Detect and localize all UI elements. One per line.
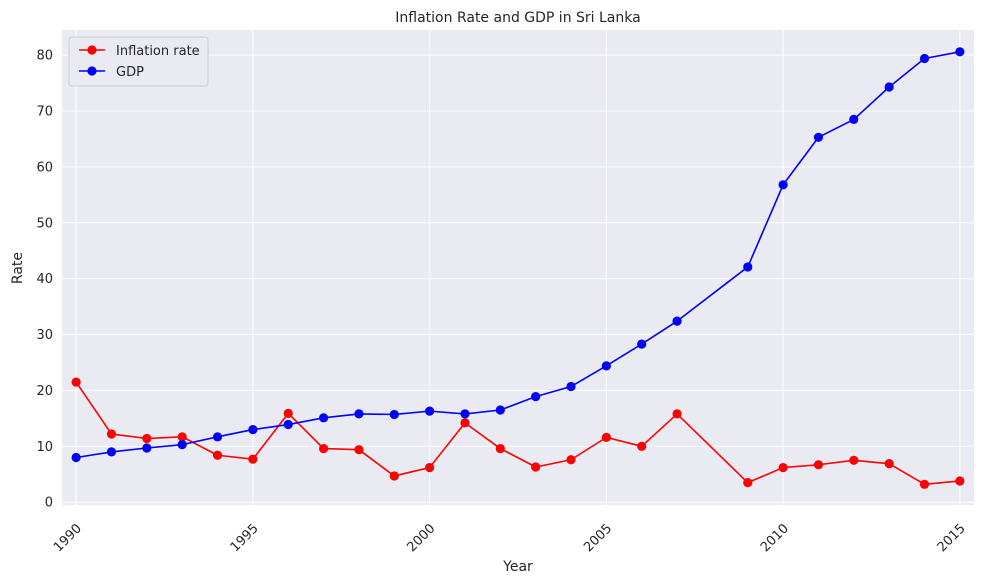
- data-point-gdp: [495, 405, 505, 415]
- x-tick-label: 2000: [404, 521, 438, 555]
- data-point-inflation-rate: [531, 462, 541, 472]
- data-point-gdp: [71, 452, 81, 463]
- data-point-inflation-rate: [354, 445, 364, 455]
- x-tick-label: 2015: [935, 521, 969, 555]
- data-point-inflation-rate: [248, 454, 258, 464]
- y-tick-label: 30: [36, 328, 53, 343]
- data-point-inflation-rate: [283, 408, 293, 418]
- data-point-inflation-rate: [743, 478, 753, 488]
- data-point-gdp: [142, 443, 152, 453]
- y-tick-label: 20: [36, 384, 53, 399]
- data-point-gdp: [425, 406, 435, 416]
- data-point-gdp: [672, 316, 682, 326]
- data-point-inflation-rate: [884, 459, 894, 469]
- data-point-inflation-rate: [601, 432, 611, 442]
- data-point-inflation-rate: [955, 476, 965, 486]
- y-tick-label: 50: [36, 216, 53, 231]
- chart-title: Inflation Rate and GDP in Sri Lanka: [395, 10, 640, 26]
- data-point-gdp: [566, 381, 576, 392]
- y-tick-label: 10: [36, 440, 53, 455]
- data-point-inflation-rate: [106, 429, 117, 439]
- data-point-gdp: [743, 262, 753, 272]
- x-axis-label: Year: [502, 559, 533, 575]
- data-point-inflation-rate: [919, 479, 930, 489]
- data-point-inflation-rate: [566, 455, 576, 465]
- data-point-inflation-rate: [177, 432, 187, 442]
- legend-label-gdp: GDP: [116, 65, 144, 80]
- legend-marker-gdp: [87, 66, 97, 76]
- legend: Inflation rate GDP: [68, 36, 209, 87]
- data-point-inflation-rate: [849, 455, 859, 465]
- data-point-gdp: [955, 47, 965, 57]
- data-point-gdp: [248, 424, 258, 435]
- data-point-gdp: [919, 53, 930, 64]
- data-point-inflation-rate: [318, 443, 329, 454]
- grid: [62, 30, 974, 505]
- data-point-gdp: [177, 440, 187, 450]
- data-point-gdp: [884, 82, 894, 92]
- x-tick-label: 2010: [758, 521, 792, 555]
- data-point-gdp: [212, 432, 223, 442]
- data-point-inflation-rate: [71, 377, 81, 387]
- data-point-inflation-rate: [389, 471, 399, 481]
- data-point-inflation-rate: [425, 462, 435, 473]
- data-point-gdp: [849, 114, 859, 125]
- data-point-gdp: [531, 391, 541, 402]
- data-point-gdp: [389, 409, 399, 420]
- legend-label-inflation: Inflation rate: [116, 44, 200, 59]
- plot-background: [62, 30, 974, 505]
- series-layer: [71, 47, 965, 489]
- legend-marker-inflation: [87, 45, 97, 55]
- data-point-gdp: [318, 413, 329, 423]
- data-point-gdp: [460, 409, 470, 419]
- data-point-inflation-rate: [778, 462, 788, 473]
- y-tick-label: 0: [45, 496, 53, 511]
- y-tick-label: 40: [36, 272, 53, 287]
- x-tick-label: 2005: [581, 521, 615, 555]
- data-point-gdp: [106, 447, 117, 457]
- data-point-inflation-rate: [637, 441, 647, 451]
- data-point-inflation-rate: [142, 433, 152, 444]
- data-point-gdp: [813, 132, 824, 142]
- data-point-gdp: [283, 419, 293, 430]
- data-point-gdp: [778, 180, 788, 190]
- data-point-gdp: [354, 409, 364, 419]
- data-point-gdp: [601, 361, 611, 371]
- x-tick-label: 1995: [228, 521, 262, 555]
- data-point-inflation-rate: [495, 443, 505, 454]
- data-point-gdp: [637, 339, 647, 349]
- data-point-inflation-rate: [212, 450, 223, 460]
- data-point-inflation-rate: [672, 409, 682, 419]
- data-point-inflation-rate: [460, 418, 470, 428]
- data-point-inflation-rate: [813, 460, 824, 470]
- y-tick-label: 80: [36, 49, 53, 64]
- y-tick-label: 70: [36, 105, 53, 120]
- y-axis-label: Rate: [10, 252, 26, 284]
- x-tick-label: 1990: [51, 521, 85, 555]
- y-tick-label: 60: [36, 160, 53, 175]
